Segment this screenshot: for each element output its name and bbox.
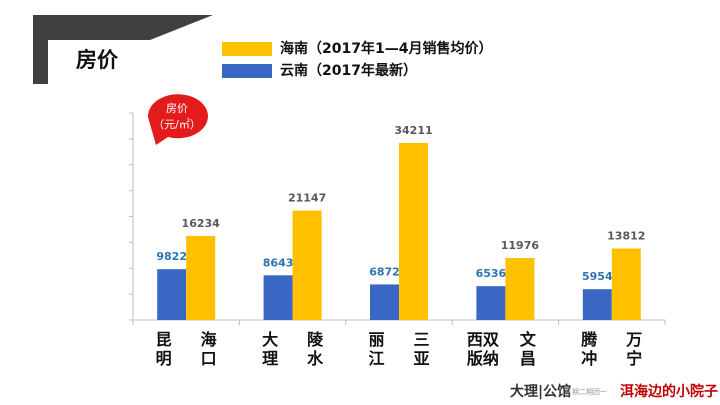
x-tick-label: 西双版纳 (466, 330, 499, 368)
x-tick-label: 大理 (262, 330, 279, 368)
header-title: 房价 (76, 48, 119, 72)
bar (186, 235, 216, 320)
bar (399, 142, 428, 320)
watermark: 洱海边的小院子 (620, 383, 718, 400)
badge-line1: 房价 (166, 102, 188, 115)
badge-line2: （元/㎡） (153, 118, 201, 131)
value-label: 5954 (582, 270, 613, 283)
legend-swatch (222, 42, 272, 56)
value-label: 9822 (156, 250, 187, 263)
bar (476, 286, 506, 320)
bar (292, 210, 322, 320)
x-tick-label: 海口 (200, 330, 217, 368)
legend-swatch (222, 64, 272, 78)
value-label: 6536 (476, 267, 507, 280)
value-label: 6872 (369, 265, 400, 278)
value-label: 16234 (182, 217, 221, 230)
legend-label: 云南（2017年最新） (280, 62, 417, 79)
x-tick-label: 丽江 (368, 330, 385, 368)
badge-shape (147, 94, 208, 145)
value-label: 13812 (607, 230, 645, 243)
x-tick-label: 陵水 (307, 330, 324, 368)
x-tick-label: 三亚 (413, 330, 430, 368)
value-label: 11976 (501, 239, 540, 252)
header-decor (33, 15, 213, 84)
bar (157, 269, 187, 320)
legend-label: 海南（2017年1—4月销售均价） (280, 40, 492, 57)
value-label: 8643 (263, 256, 294, 269)
x-tick-label: 文昌 (519, 330, 536, 368)
bar (370, 284, 399, 320)
bar (263, 275, 293, 320)
watermark: 三期二期团一 (565, 388, 607, 396)
x-tick-label: 昆明 (155, 330, 172, 368)
watermark: 大理|公馆 (510, 383, 571, 400)
x-tick-label: 万宁 (626, 330, 643, 368)
value-label: 21147 (288, 192, 326, 205)
value-label: 34211 (394, 124, 432, 137)
bar (505, 258, 535, 320)
x-tick-label: 腾冲 (581, 330, 598, 368)
bar (611, 248, 641, 320)
bar (582, 289, 612, 320)
